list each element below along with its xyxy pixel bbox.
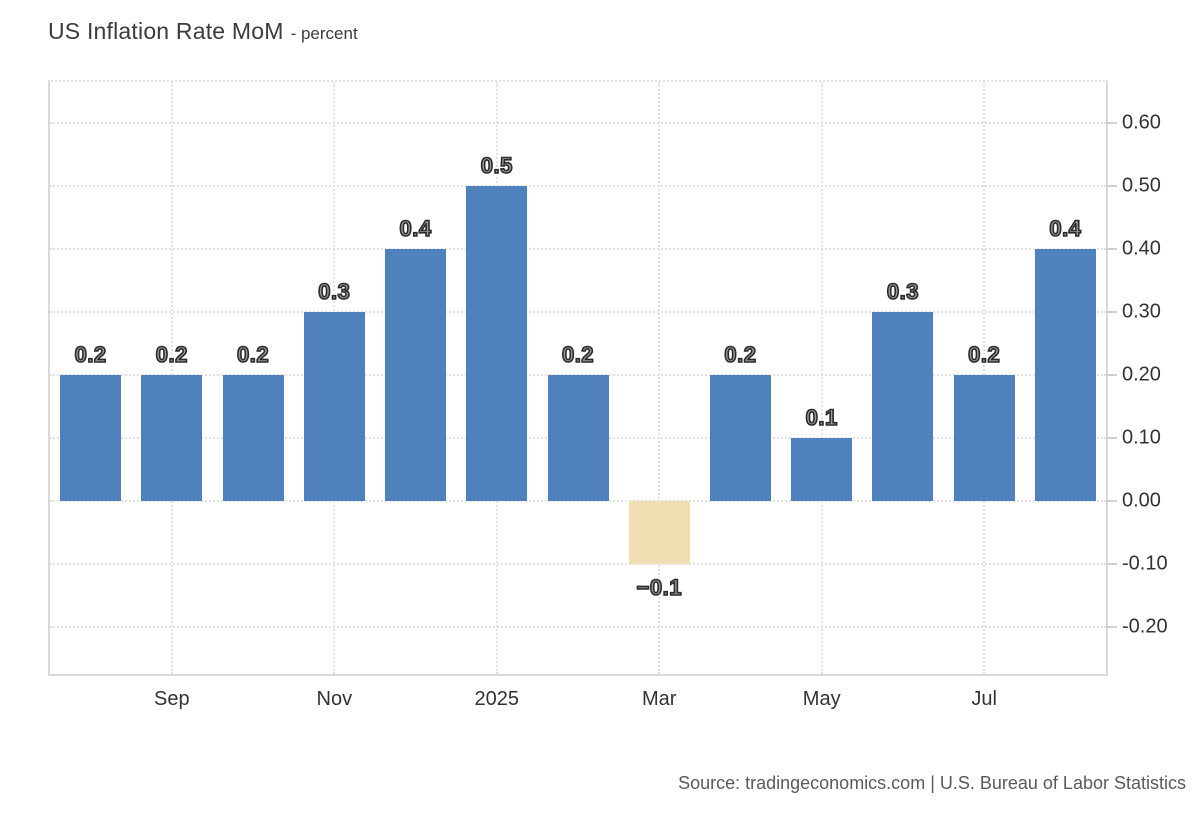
bar-value-label: 0.3 [886,278,919,305]
gridline-horizontal [50,310,1106,313]
y-axis-tick [1106,562,1117,565]
y-axis-tick [1106,436,1117,439]
y-axis-tick [1106,121,1117,124]
x-axis-label: Jul [971,688,997,710]
bar-value-label: 0.2 [967,341,1001,368]
chart-title: US Inflation Rate MoM - percent [48,18,358,45]
plot-area: 0.60 0.50 0.40 0.30 0.20 0.10 0.00 -0.10 -0.20 0.… [48,80,1168,710]
bar[interactable] [385,248,447,501]
bar[interactable] [222,374,284,501]
bar[interactable] [60,374,122,501]
y-axis-tick [1106,184,1117,187]
gridline-vertical [658,82,661,674]
bar[interactable] [791,437,853,501]
gridline-horizontal [50,499,1106,502]
gridline-horizontal [50,121,1106,124]
gridline-horizontal [50,184,1106,187]
bar-value-label: 0.2 [155,341,188,368]
bar[interactable] [872,311,934,501]
y-axis-label: 0.00 [1122,489,1161,512]
bar[interactable] [628,500,690,564]
gridline-horizontal [50,562,1106,565]
bar[interactable] [141,374,203,501]
bar-value-label: 0.4 [1049,215,1082,242]
bar-value-label: 0.5 [480,152,513,179]
y-axis-tick [1106,310,1117,313]
y-axis-tick [1106,499,1117,502]
bar[interactable] [1034,248,1096,501]
gridline-horizontal [50,625,1106,628]
bar-value-label: 0.3 [317,278,351,305]
x-axis-label: Mar [641,688,677,710]
bar-value-label: 0.2 [236,341,270,368]
y-axis-label: 0.40 [1122,237,1161,260]
chart-title-main: US Inflation Rate MoM [48,18,284,44]
bar[interactable] [547,374,609,501]
chart-title-subtitle: - percent [290,24,358,43]
bar-value-label: 0.1 [805,404,838,431]
y-axis-label: 0.20 [1122,363,1161,386]
bar[interactable] [303,311,365,501]
y-axis-tick [1106,625,1117,628]
bar-value-label: 0.2 [724,341,757,368]
y-axis-label: 0.60 [1122,111,1161,134]
gridline-horizontal [50,247,1106,250]
x-axis-label: Sep [154,688,190,710]
y-axis-tick [1106,373,1117,376]
bar[interactable] [953,374,1015,501]
bar-value-label: 0.2 [74,341,107,368]
y-axis-tick [1106,247,1117,250]
bar-value-label: −0.1 [636,574,683,601]
bar-value-label: 0.2 [561,341,595,368]
y-axis-label: 0.30 [1122,300,1161,323]
y-axis-label: -0.10 [1122,552,1168,575]
bar-value-label: 0.4 [399,215,432,242]
gridline-vertical [820,82,823,674]
x-axis-label: May [802,688,841,710]
bar[interactable] [466,185,528,501]
source-attribution: Source: tradingeconomics.com | U.S. Bure… [678,773,1186,793]
y-axis-label: 0.10 [1122,426,1161,449]
y-axis-label: -0.20 [1122,615,1168,638]
bar[interactable] [709,374,771,501]
x-axis-label: 2025 [474,688,520,710]
x-axis-label: Nov [316,688,353,710]
y-axis-label: 0.50 [1122,174,1161,197]
